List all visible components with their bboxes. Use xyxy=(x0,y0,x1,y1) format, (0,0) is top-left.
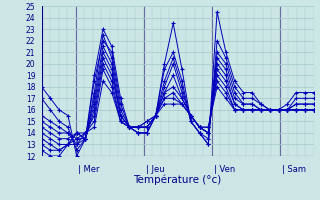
Text: | Sam: | Sam xyxy=(283,165,307,174)
Text: | Jeu: | Jeu xyxy=(147,165,165,174)
Text: | Mer: | Mer xyxy=(78,165,100,174)
Text: | Ven: | Ven xyxy=(214,165,236,174)
X-axis label: Température (°c): Température (°c) xyxy=(133,175,222,185)
